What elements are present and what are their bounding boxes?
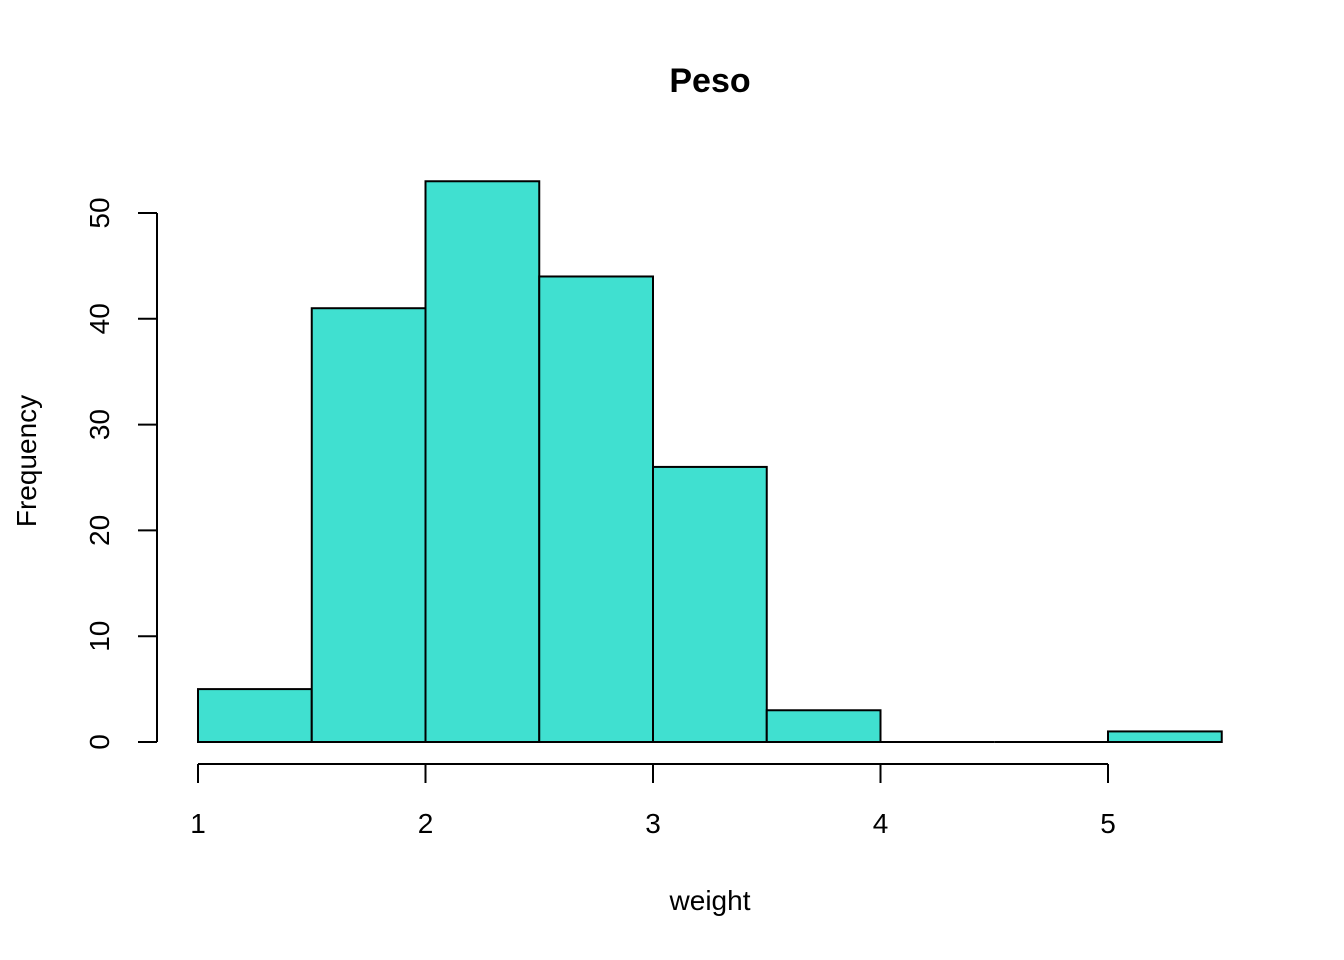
bars-group (197, 180, 1223, 744)
chart-title: Peso (669, 62, 750, 100)
x-axis-label: weight (669, 885, 751, 916)
histogram-bar (310, 307, 427, 743)
histogram-bar (538, 275, 654, 743)
x-tick-label: 1 (190, 808, 206, 839)
x-tick-label: 4 (873, 808, 889, 839)
y-tick-label: 10 (84, 621, 115, 652)
histogram-bar (652, 465, 768, 743)
histogram-bar (424, 180, 541, 743)
x-tick-label: 2 (418, 808, 434, 839)
y-tick-label: 0 (84, 734, 115, 750)
x-tick-label: 5 (1100, 808, 1116, 839)
histogram-bar (1107, 730, 1223, 743)
y-axis: 0 10 20 30 40 50 (84, 197, 158, 750)
x-tick-label: 3 (645, 808, 661, 839)
histogram-bar (765, 709, 882, 744)
x-axis: 1 2 3 4 5 (190, 763, 1116, 839)
histogram-bar (197, 688, 313, 743)
y-tick-label: 30 (84, 409, 115, 440)
y-axis-label: Frequency (11, 395, 42, 527)
y-tick-label: 40 (84, 303, 115, 334)
y-tick-label: 20 (84, 515, 115, 546)
y-tick-label: 50 (84, 197, 115, 228)
